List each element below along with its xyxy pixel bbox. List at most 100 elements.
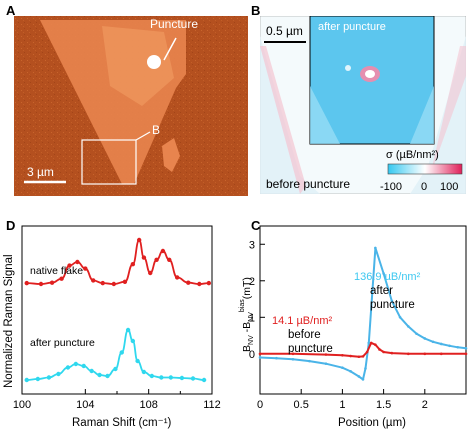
field-point-1-0 (258, 352, 262, 356)
outer-caption: before puncture (266, 177, 350, 191)
raman-point-1-0 (24, 377, 29, 383)
panel-a-image: Puncture B 3 µm (14, 16, 248, 196)
before-text-2: puncture (288, 343, 333, 355)
field-point-1-9 (374, 343, 377, 346)
field-frame (259, 225, 467, 395)
field-point-0-0 (258, 356, 262, 359)
field-point-0-19 (439, 342, 443, 346)
raman-xtick-label-0: 100 (13, 399, 31, 411)
raman-xtick-label-3: 112 (203, 399, 221, 411)
field-point-1-1 (291, 352, 295, 356)
raman-point-1-4 (65, 365, 71, 370)
field-point-1-14 (423, 352, 427, 356)
field-point-1-16 (464, 352, 468, 356)
raman-xlabel: Raman Shift (cm⁻¹) (72, 417, 172, 429)
raman-point-0-11 (130, 262, 136, 267)
field-ytick-label-2: 2 (249, 276, 255, 288)
field-point-0-16 (415, 332, 418, 336)
raman-point-1-1 (35, 376, 41, 382)
panel-letter-c: C (251, 218, 261, 233)
raman-label-native: native flake (30, 265, 83, 277)
field-xtick-label-2: 1 (339, 399, 345, 411)
raman-point-0-14 (148, 270, 153, 276)
field-point-0-17 (423, 337, 427, 340)
raman-point-1-6 (81, 363, 86, 369)
field-point-1-15 (439, 352, 443, 356)
raman-point-0-10 (122, 279, 128, 284)
raman-point-1-13 (130, 338, 136, 344)
field-point-1-11 (382, 350, 385, 354)
raman-ylabel: Normalized Raman Signal (3, 254, 15, 388)
raman-point-0-8 (100, 280, 105, 286)
raman-point-0-12 (136, 237, 142, 243)
raman-point-0-7 (91, 278, 96, 283)
field-point-0-5 (341, 366, 344, 370)
after-text-2: puncture (370, 299, 415, 311)
field-point-0-8 (361, 378, 365, 381)
field-point-0-13 (390, 299, 394, 303)
field-point-0-1 (275, 356, 278, 360)
panel-letter-a: A (6, 3, 16, 18)
field-point-1-7 (365, 350, 369, 354)
field-point-0-11 (374, 246, 377, 250)
puncture-label: Puncture (150, 17, 198, 31)
field-xtick-label-1: 0.5 (294, 399, 309, 411)
field-point-1-13 (407, 352, 410, 356)
raman-point-1-15 (141, 369, 147, 375)
raman-point-1-3 (56, 371, 61, 377)
raman-point-0-17 (167, 257, 172, 262)
field-point-0-10 (367, 341, 371, 345)
raman-point-0-20 (197, 281, 202, 287)
raman-point-1-14 (135, 358, 140, 364)
colorbar-tick-1: 0 (421, 181, 427, 193)
field-point-0-21 (456, 345, 460, 349)
scalebar-label: 3 µm (27, 165, 54, 179)
raman-chart: Normalized Raman Signal 100 104 108 112 nat… (3, 225, 221, 429)
raman-label-after: after puncture (30, 337, 95, 349)
raman-point-0-2 (49, 280, 55, 285)
field-point-0-15 (407, 325, 410, 328)
raman-series-0 (26, 239, 209, 285)
field-point-0-20 (448, 344, 451, 348)
field-ytick-label-3: 3 (249, 239, 255, 251)
raman-point-0-4 (67, 263, 72, 268)
flake-small (162, 138, 180, 172)
field-xtick-label-0: 0 (257, 399, 263, 411)
raman-point-1-16 (149, 373, 155, 379)
panel-letter-d: D (6, 218, 16, 233)
field-point-0-6 (349, 370, 352, 373)
field-point-1-5 (357, 355, 361, 359)
raman-point-0-3 (59, 276, 64, 281)
raman-point-0-16 (160, 248, 166, 254)
field-point-0-4 (324, 362, 328, 365)
raman-point-1-12 (125, 327, 131, 333)
raman-point-1-7 (89, 368, 94, 374)
field-xlabel: Position (µm) (338, 417, 406, 429)
inset-label: B (152, 123, 160, 137)
raman-point-0-19 (186, 280, 191, 285)
field-point-1-8 (369, 341, 373, 345)
raman-point-0-21 (206, 280, 212, 286)
raman-point-1-18 (168, 375, 174, 380)
field-point-0-18 (431, 340, 435, 344)
after-value: 136.9 µB/nm² (354, 271, 421, 283)
colorbar-tick-2: 100 (440, 181, 458, 193)
raman-point-1-9 (105, 373, 110, 379)
field-point-1-3 (341, 353, 344, 357)
raman-point-1-20 (190, 376, 196, 381)
panel-b-image: after puncture 0.5 µm σ (µB/nm²) -100 0 … (260, 16, 466, 194)
field-point-0-22 (464, 347, 468, 350)
field-point-1-10 (378, 348, 381, 351)
inset-box (81, 139, 137, 185)
raman-point-1-10 (113, 366, 118, 372)
raman-point-1-5 (73, 361, 79, 367)
raman-series-1 (26, 329, 205, 381)
field-point-0-2 (291, 358, 295, 361)
field-point-0-3 (308, 359, 311, 363)
before-value: 14.1 µB/nm² (272, 315, 332, 327)
raman-point-0-15 (154, 257, 159, 262)
raman-point-1-11 (119, 350, 124, 355)
colorbar-tick-0: -100 (380, 181, 402, 193)
inset-caption: after puncture (318, 21, 386, 33)
